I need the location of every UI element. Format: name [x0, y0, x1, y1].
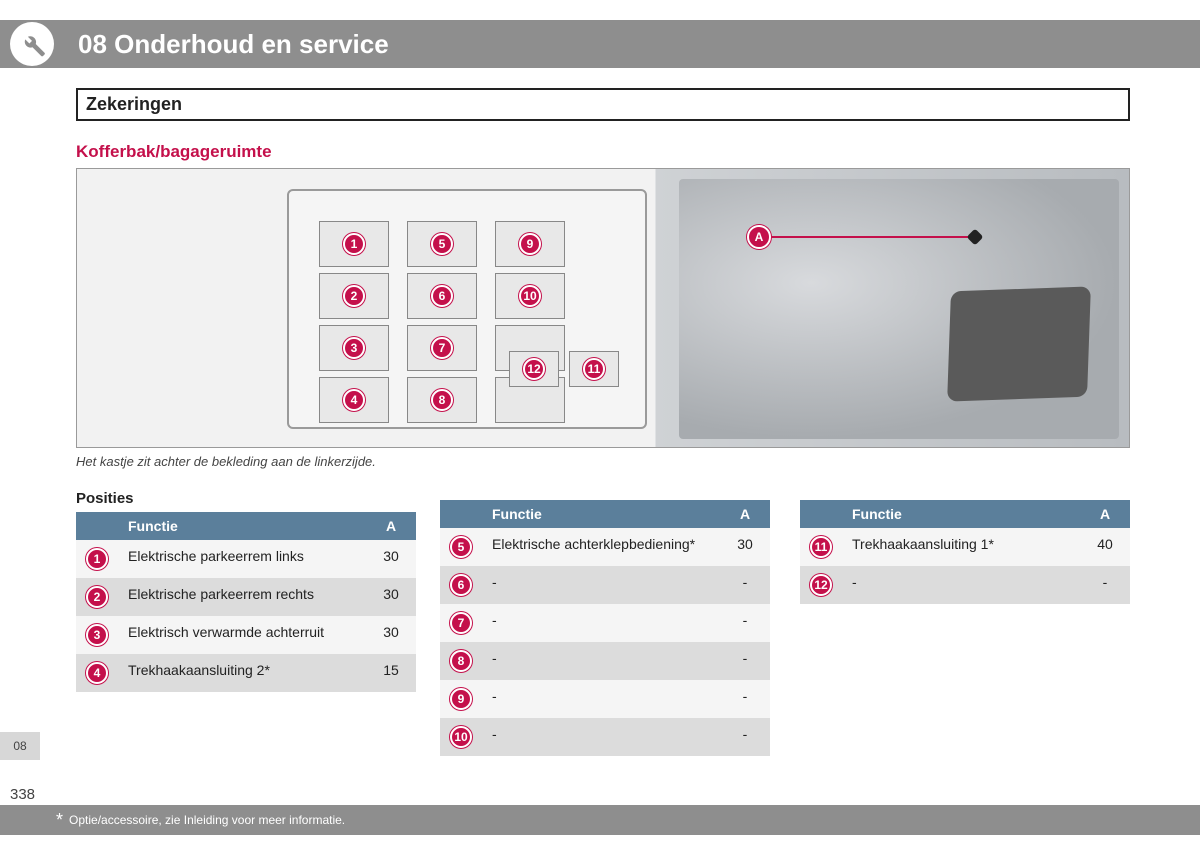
fuse-table-3: FunctieA 11Trekhaakaansluiting 1*40 12--: [800, 500, 1130, 604]
table-row: 5Elektrische achterklepbediening*30: [440, 528, 770, 566]
access-panel-shape: [947, 286, 1091, 401]
chapter-title: 08 Onderhoud en service: [78, 29, 389, 60]
col-amp: A: [366, 512, 416, 540]
subheading: Kofferbak/bagageruimte: [76, 142, 272, 162]
fuse-badge: 11: [583, 358, 605, 380]
chapter-header: 08 Onderhoud en service: [0, 20, 1200, 68]
table-row: 9--: [440, 680, 770, 718]
trunk-photo: [679, 179, 1119, 439]
table-row: 2Elektrische parkeerrem rechts30: [76, 578, 416, 616]
table-row: 6--: [440, 566, 770, 604]
footer-bar: * Optie/accessoire, zie Inleiding voor m…: [0, 805, 1200, 835]
fuse-badge: 3: [343, 337, 365, 359]
fuse-badge: 2: [343, 285, 365, 307]
table-row: 11Trekhaakaansluiting 1*40: [800, 528, 1130, 566]
col-func: Functie: [482, 500, 720, 528]
fuse-badge: 9: [519, 233, 541, 255]
diagram-caption: Het kastje zit achter de bekleding aan d…: [76, 454, 376, 469]
asterisk-icon: *: [56, 810, 63, 831]
table-row: 1Elektrische parkeerrem links30: [76, 540, 416, 578]
fuse-badge: 1: [343, 233, 365, 255]
fuse-panel-drawing: 1 5 9 2 6 10 3 7 4 8 12 11: [287, 189, 647, 429]
fuse-table-1: FunctieA 1Elektrische parkeerrem links30…: [76, 512, 416, 692]
page-number: 338: [10, 786, 35, 803]
fuse-badge: 4: [343, 389, 365, 411]
section-title: Zekeringen: [76, 88, 1130, 121]
fuse-badge: 6: [431, 285, 453, 307]
marker-A: A: [747, 225, 981, 249]
table-row: 3Elektrisch verwarmde achterruit30: [76, 616, 416, 654]
fuse-badge: 10: [519, 285, 541, 307]
marker-A-badge: A: [747, 225, 771, 249]
col-func: Functie: [842, 500, 1080, 528]
col-amp: A: [720, 500, 770, 528]
table-row: 7--: [440, 604, 770, 642]
col-amp: A: [1080, 500, 1130, 528]
col-func: Functie: [118, 512, 366, 540]
positions-heading: Posities: [76, 490, 134, 507]
fuse-badge: 5: [431, 233, 453, 255]
table-row: 8--: [440, 642, 770, 680]
table-row: 4Trekhaakaansluiting 2*15: [76, 654, 416, 692]
table-row: 10--: [440, 718, 770, 756]
chapter-tab: 08: [0, 732, 40, 760]
fuse-table-2: FunctieA 5Elektrische achterklepbedienin…: [440, 500, 770, 756]
fuse-diagram: 1 5 9 2 6 10 3 7 4 8 12 11 A: [76, 168, 1130, 448]
fuse-badge: 7: [431, 337, 453, 359]
wrench-icon: [10, 22, 54, 66]
fuse-badge: 12: [523, 358, 545, 380]
fuse-badge: 8: [431, 389, 453, 411]
table-row: 12--: [800, 566, 1130, 604]
footer-note: Optie/accessoire, zie Inleiding voor mee…: [69, 813, 345, 827]
